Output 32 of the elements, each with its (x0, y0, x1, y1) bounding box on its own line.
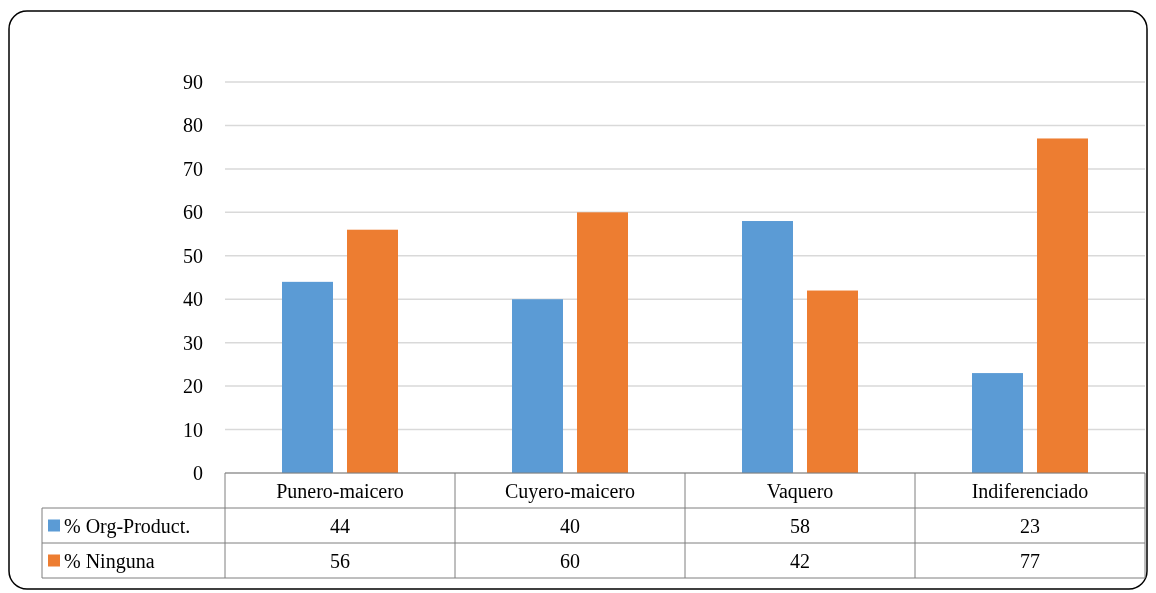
data-label: 23 (1020, 514, 1040, 537)
bar (347, 229, 398, 473)
y-tick-label: 50 (183, 244, 203, 267)
x-tick-label: Cuyero-maicero (505, 479, 635, 503)
x-tick-label: Punero-maicero (276, 479, 404, 502)
data-label: 60 (560, 549, 580, 572)
y-tick-label: 20 (183, 375, 203, 398)
x-tick-label: Indiferenciado (971, 479, 1089, 502)
bar (577, 212, 628, 473)
data-label: 44 (330, 514, 350, 537)
y-tick-label: 10 (183, 418, 203, 441)
legend-label: % Org-Product. (64, 514, 191, 538)
y-tick-label: 0 (193, 462, 203, 484)
data-label: 40 (560, 514, 580, 537)
y-tick-label: 30 (183, 331, 203, 354)
data-label: 56 (330, 549, 350, 572)
x-tick-label: Vaquero (766, 479, 834, 503)
bar (742, 221, 793, 473)
y-tick-label: 90 (183, 71, 203, 93)
y-tick-label: 70 (183, 157, 203, 180)
data-label: 58 (790, 514, 810, 537)
legend-label: % Ninguna (64, 549, 155, 573)
y-tick-label: 80 (183, 114, 203, 137)
data-label: 77 (1020, 549, 1040, 572)
data-label: 42 (790, 549, 810, 572)
bar (1037, 138, 1088, 473)
y-tick-label: 40 (183, 288, 203, 311)
y-tick-label: 60 (183, 201, 203, 224)
bar (807, 290, 858, 473)
bar (282, 281, 333, 473)
bar (512, 299, 563, 473)
bar (972, 373, 1023, 473)
